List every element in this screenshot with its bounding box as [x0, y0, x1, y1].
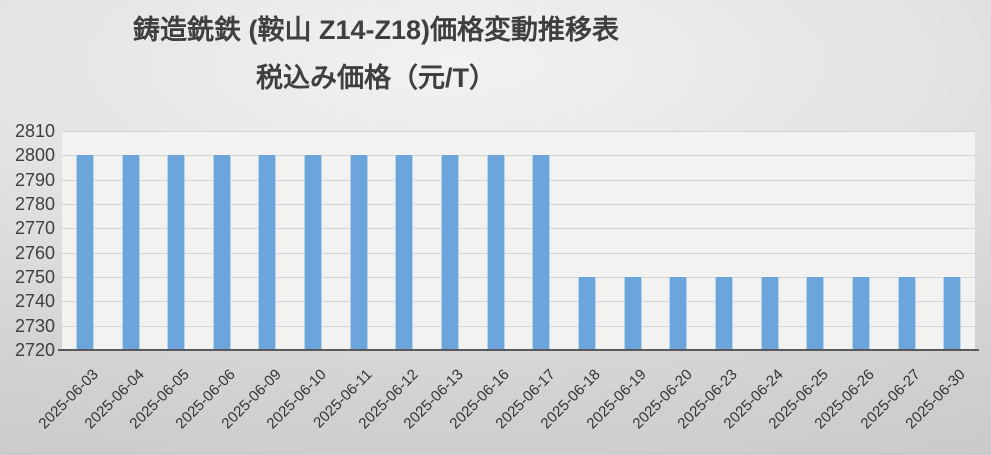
bar	[486, 155, 505, 350]
gridline	[62, 325, 975, 327]
y-tick-label: 2720	[14, 340, 55, 360]
bar	[806, 277, 825, 350]
plot-area	[62, 131, 975, 350]
y-tick-label: 2780	[14, 194, 55, 214]
chart-title-block: 鋳造銑鉄 (鞍山 Z14-Z18)価格変動推移表 税込み価格（元/T）	[0, 13, 752, 95]
bar	[851, 277, 870, 350]
bar	[623, 277, 642, 350]
gridline	[62, 301, 975, 303]
gridline	[62, 179, 975, 181]
bar	[714, 277, 733, 350]
x-axis-line	[58, 349, 979, 351]
bar	[578, 277, 596, 350]
bar	[669, 277, 688, 350]
bar	[395, 155, 414, 350]
y-tick-label: 2800	[14, 145, 55, 166]
y-tick-label: 2770	[14, 218, 55, 239]
y-tick-label: 2760	[14, 242, 55, 263]
y-tick-label: 2810	[14, 121, 55, 141]
bar	[121, 155, 140, 350]
bar	[349, 155, 368, 350]
bar	[75, 155, 94, 350]
bar	[304, 155, 323, 350]
bar	[943, 277, 962, 350]
y-tick-label: 2740	[14, 291, 55, 312]
gridline	[62, 252, 975, 254]
bar	[532, 155, 551, 350]
y-tick-label: 2790	[14, 169, 55, 190]
gridline	[62, 131, 975, 132]
bar	[760, 277, 779, 350]
chart-subtitle: 税込み価格（元/T）	[256, 63, 496, 93]
bar	[167, 155, 186, 350]
bar	[441, 155, 459, 350]
gridline	[62, 277, 975, 278]
bar	[212, 155, 231, 350]
gridline	[62, 228, 975, 230]
bar	[258, 155, 277, 350]
gridline	[62, 204, 975, 205]
y-tick-label: 2750	[14, 267, 55, 287]
chart-title: 鋳造銑鉄 (鞍山 Z14-Z18)価格変動推移表	[132, 15, 620, 45]
y-tick-label: 2730	[14, 315, 55, 336]
bar	[897, 277, 916, 350]
gridline	[62, 155, 975, 157]
